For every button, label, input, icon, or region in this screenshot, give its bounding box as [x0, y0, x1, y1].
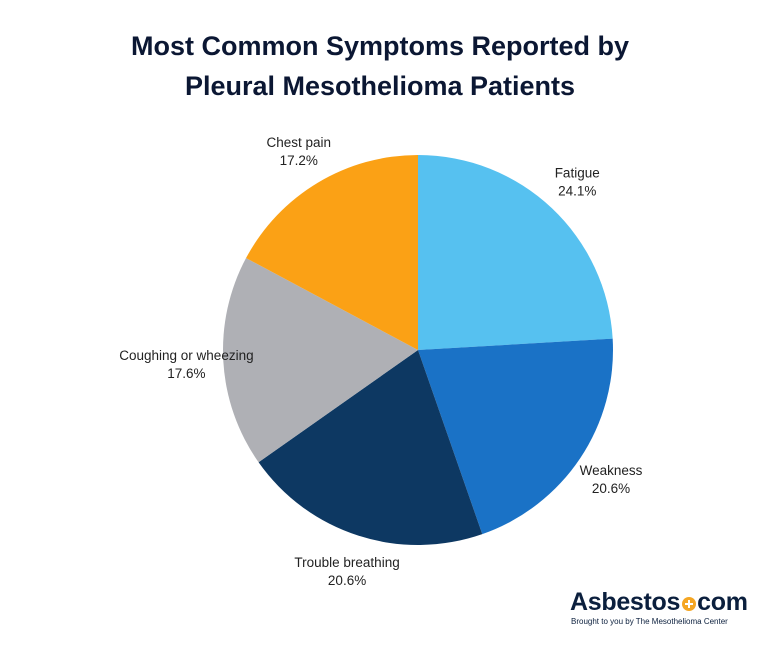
- pie-slices: [222, 155, 613, 546]
- slice-label-value: 24.1%: [558, 183, 596, 198]
- logo-tagline: Brought to you by The Mesothelioma Cente…: [571, 617, 728, 626]
- slice-coughing-or-wheezing: [222, 258, 418, 463]
- slice-label-value: 20.6%: [592, 481, 630, 496]
- slice-label-name: Trouble breathing: [294, 555, 399, 570]
- slice-label-value: 20.6%: [328, 573, 366, 588]
- slice-label-name: Chest pain: [266, 135, 331, 150]
- logo-name-right: com: [697, 588, 748, 616]
- logo-name-left: Asbestos: [570, 588, 681, 616]
- slice-label-name: Weakness: [580, 463, 643, 478]
- slice-label-weakness: Weakness 20.6%: [580, 463, 643, 496]
- slice-weakness: [418, 338, 613, 535]
- slice-label-coughing-or-wheezing: Coughing or wheezing 17.6%: [119, 348, 253, 381]
- slice-fatigue: [418, 155, 613, 350]
- slice-chest-pain: [246, 155, 418, 350]
- chart-title-line-1: Most Common Symptoms Reported by: [130, 31, 630, 61]
- slice-label-value: 17.6%: [167, 366, 205, 381]
- slice-label-chest-pain: Chest pain 17.2%: [266, 135, 331, 168]
- slice-label-value: 17.2%: [280, 153, 318, 168]
- chart-title-line-2: Pleural Mesothelioma Patients: [184, 71, 576, 101]
- pie-labels: Fatigue 24.1%Weakness 20.6%Trouble breathi…: [119, 135, 642, 588]
- logo-wordmark: Asbestos com: [570, 588, 750, 616]
- slice-label-name: Coughing or wheezing: [119, 348, 253, 363]
- plus-circle-icon: [682, 597, 697, 611]
- chart-title: Most Common Symptoms Reported by Pleural…: [0, 26, 760, 106]
- slice-label-trouble-breathing: Trouble breathing 20.6%: [294, 555, 399, 588]
- slice-label-name: Fatigue: [555, 165, 600, 180]
- slice-trouble-breathing: [258, 350, 483, 546]
- slice-label-fatigue: Fatigue 24.1%: [555, 165, 600, 198]
- asbestos-logo: Asbestos com Brought to you by The Mesoth…: [570, 588, 750, 626]
